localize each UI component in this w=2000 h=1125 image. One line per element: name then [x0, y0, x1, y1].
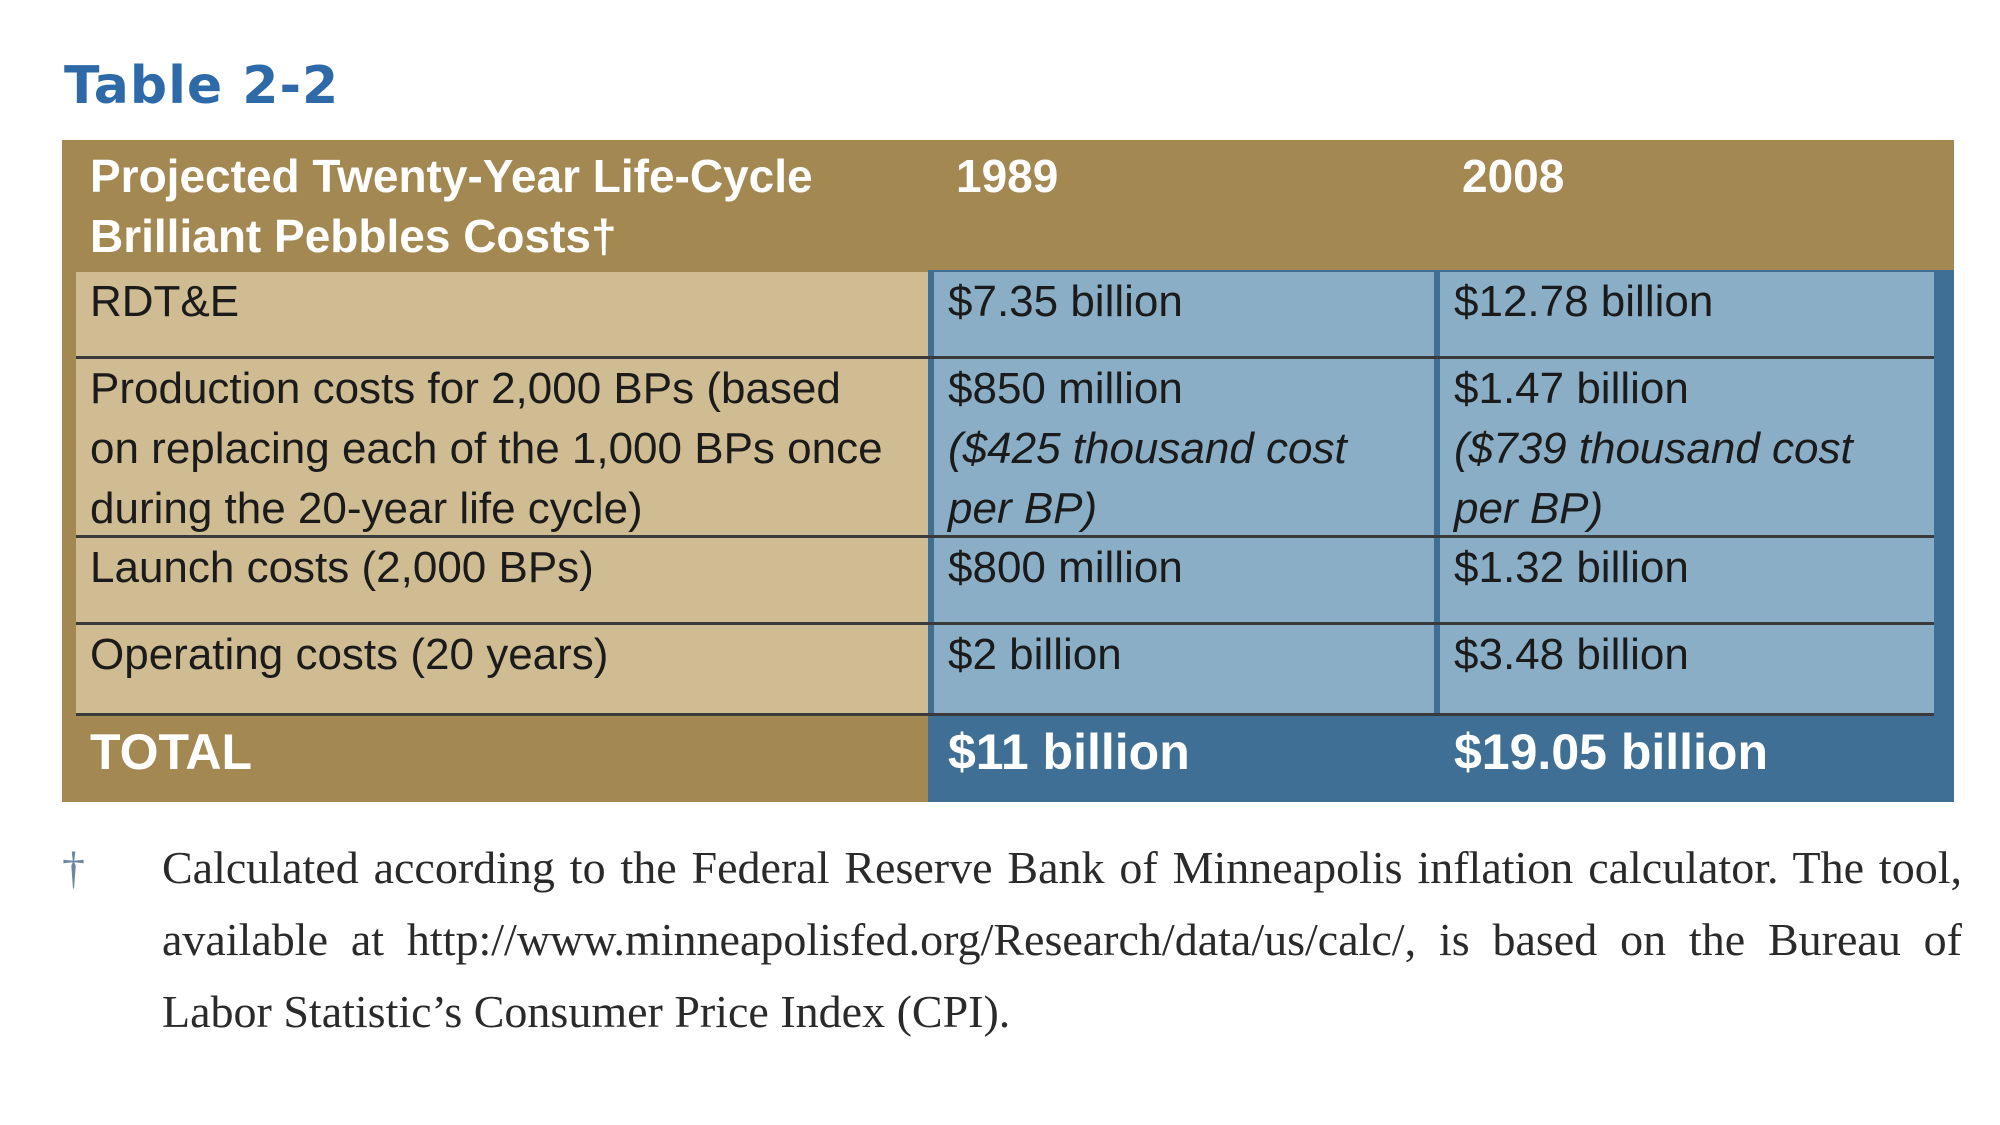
value-line: $800 million [948, 543, 1183, 592]
value-line: $1.32 billion [1454, 543, 1689, 592]
cost-table: Projected Twenty-Year Life-Cycle Brillia… [62, 140, 1954, 802]
row-value-1989-production: $850 million ($425 thousand cost per BP) [934, 359, 1434, 535]
row-label-line: Production costs for 2,000 BPs (based [90, 364, 841, 413]
row-value-1989-operating: $2 billion [934, 625, 1434, 713]
row-label-line: Operating costs (20 years) [90, 630, 609, 679]
value-line: $7.35 billion [948, 277, 1183, 326]
header-col-2008: 2008 [1462, 150, 1565, 202]
row-label-launch: Launch costs (2,000 BPs) [76, 538, 928, 622]
value-line: $850 million [948, 364, 1183, 413]
row-label-line: during the 20-year life cycle) [90, 484, 643, 533]
row-value-1989-rdte: $7.35 billion [934, 272, 1434, 356]
value-line: $3.48 billion [1454, 630, 1689, 679]
total-value-1989: $11 billion [948, 724, 1190, 780]
row-divider [76, 356, 1934, 359]
row-divider [76, 535, 1934, 538]
row-divider [76, 622, 1934, 625]
row-divider [76, 713, 1934, 716]
table-label: Table 2-2 [64, 56, 340, 116]
value-line-italic: ($739 thousand cost [1454, 424, 1853, 473]
value-line: $12.78 billion [1454, 277, 1714, 326]
row-value-2008-rdte: $12.78 billion [1440, 272, 1934, 356]
row-label-production: Production costs for 2,000 BPs (based on… [76, 359, 928, 535]
row-label-operating: Operating costs (20 years) [76, 625, 928, 713]
header-title-line-2: Brilliant Pebbles Costs† [90, 210, 617, 262]
row-label-line: on replacing each of the 1,000 BPs once [90, 424, 883, 473]
value-line: $2 billion [948, 630, 1122, 679]
row-value-2008-launch: $1.32 billion [1440, 538, 1934, 622]
row-label-rdte: RDT&E [76, 272, 928, 356]
row-value-2008-production: $1.47 billion ($739 thousand cost per BP… [1440, 359, 1934, 535]
value-line: $1.47 billion [1454, 364, 1689, 413]
header-title-line-1: Projected Twenty-Year Life-Cycle [90, 150, 813, 202]
footnote-text: Calculated according to the Federal Rese… [162, 842, 1962, 1037]
row-label-line: RDT&E [90, 277, 240, 326]
row-value-1989-launch: $800 million [934, 538, 1434, 622]
value-line-italic: per BP) [948, 484, 1098, 533]
total-label: TOTAL [90, 724, 253, 780]
header-title: Projected Twenty-Year Life-Cycle Brillia… [76, 146, 916, 266]
row-label-line: Launch costs (2,000 BPs) [90, 543, 594, 592]
row-value-2008-operating: $3.48 billion [1440, 625, 1934, 713]
header-col-1989: 1989 [956, 150, 1059, 202]
total-value-2008: $19.05 billion [1454, 724, 1769, 780]
footnote-marker: † [62, 842, 85, 893]
value-line-italic: ($425 thousand cost [948, 424, 1347, 473]
value-line-italic: per BP) [1454, 484, 1604, 533]
